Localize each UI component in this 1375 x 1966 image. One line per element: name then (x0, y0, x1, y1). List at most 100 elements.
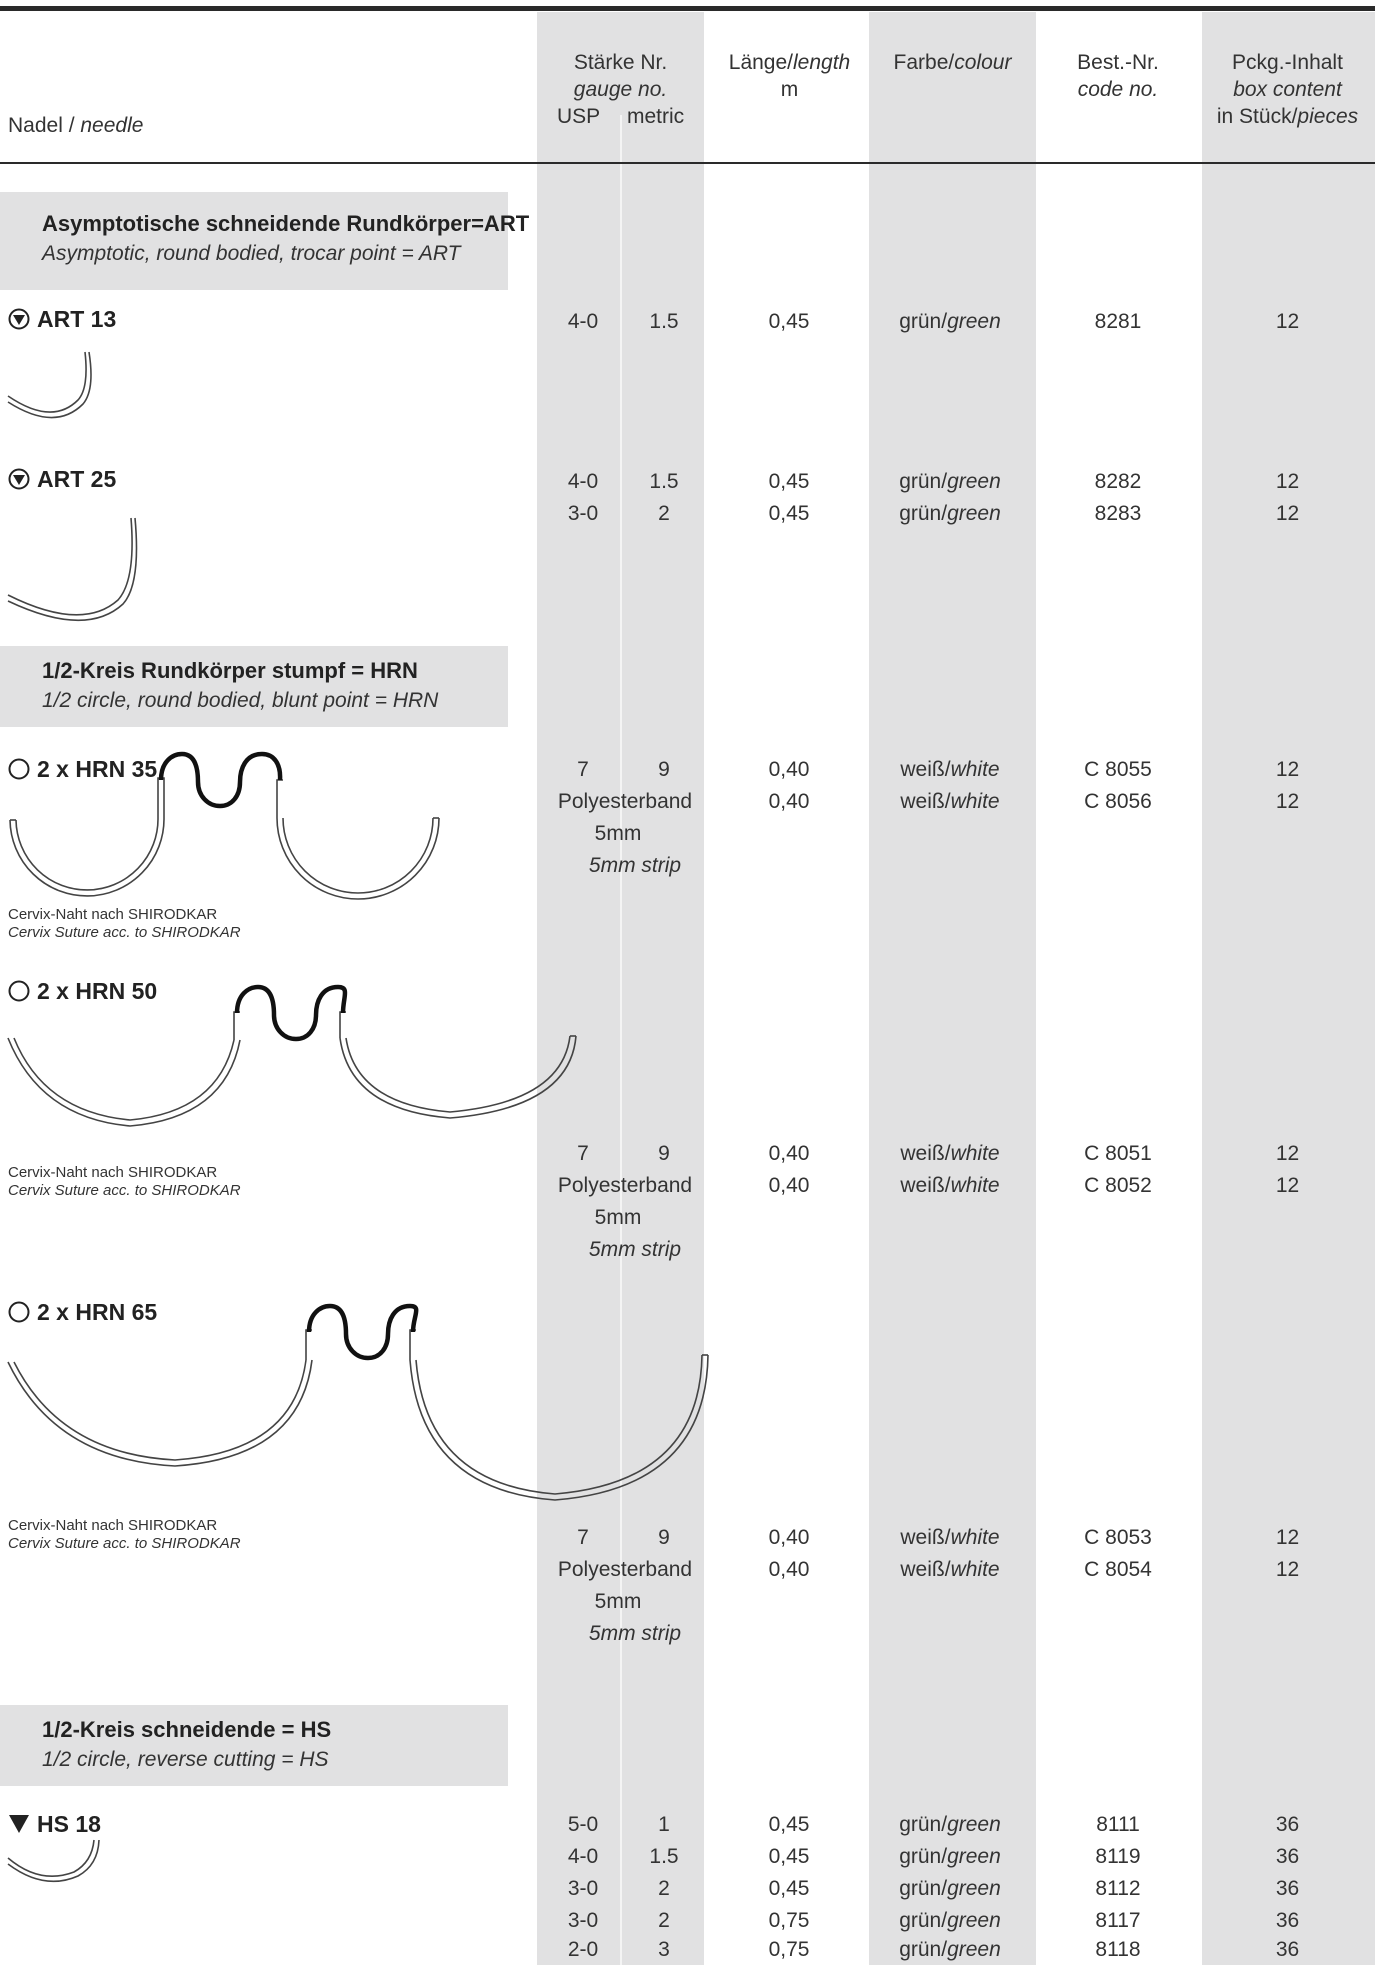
art25-code: 8283 (1094, 502, 1142, 525)
needle-column-header: Nadel / needle (8, 114, 144, 137)
hrn35-usp: 7 (577, 758, 589, 781)
hs18-code: 8119 (1095, 1845, 1141, 1868)
needle-title-art25: ART 25 (8, 466, 116, 493)
hrn35-code: C 8055 (1084, 758, 1152, 781)
circle-icon (8, 1301, 30, 1323)
art13-pieces: 12 (1275, 310, 1300, 333)
hs18-length: 0,75 (768, 1938, 810, 1961)
hs18-pieces: 36 (1275, 1845, 1300, 1868)
section-box-art (0, 192, 508, 290)
hrn35-pieces: 12 (1275, 758, 1300, 781)
hrn50-polyester: Polyesterband 5mm 5mm strip (557, 1174, 693, 1261)
hrn65-code: C 8053 (1084, 1526, 1152, 1549)
art13-metric: 1.5 (649, 310, 679, 333)
hs18-colour: grün/green (899, 1909, 1001, 1932)
art25-length: 0,45 (768, 470, 810, 493)
hs18-code: 8118 (1095, 1938, 1141, 1961)
hrn50-length: 0,40 (768, 1142, 810, 1165)
hrn50-pieces: 12 (1275, 1142, 1300, 1165)
hrn65-metric: 9 (658, 1526, 670, 1549)
hrn50-length: 0,40 (768, 1174, 810, 1197)
needle-title-hrn50: 2 x HRN 50 (8, 978, 157, 1005)
note-hrn50: Cervix-Naht nach SHIRODKAR (8, 1164, 218, 1181)
hrn65-length: 0,40 (768, 1526, 810, 1549)
section-subtitle-hs: 1/2 circle, reverse cutting = HS (42, 1748, 329, 1771)
art13-usp: 4-0 (567, 310, 599, 333)
hs18-code: 8112 (1095, 1877, 1141, 1900)
section-box-hs (0, 1705, 508, 1786)
gauge-column-header: Stärke Nr. gauge no. USP metric (557, 51, 685, 128)
hrn65-usp: 7 (577, 1526, 589, 1549)
hrn35-length: 0,40 (768, 790, 810, 813)
hs18-metric: 1 (658, 1813, 670, 1836)
section-subtitle-hrn: 1/2 circle, round bodied, blunt point = … (42, 689, 439, 712)
section-subtitle-art: Asymptotic, round bodied, trocar point =… (42, 242, 461, 265)
hs18-code: 8117 (1095, 1909, 1141, 1932)
note-en-hrn35: Cervix Suture acc. to SHIRODKAR (8, 924, 241, 941)
art25-length: 0,45 (768, 502, 810, 525)
hs18-colour: grün/green (899, 1938, 1001, 1961)
header-rule (0, 162, 1375, 164)
needle-title-art13: ART 13 (8, 306, 116, 333)
art25-colour: grün/green (899, 470, 1001, 493)
colour-column-band (869, 12, 1036, 1965)
hs18-metric: 1.5 (649, 1845, 679, 1868)
art13-colour: grün/green (899, 310, 1001, 333)
box-content-column-header: Pckg.-Inhalt box content in Stück/pieces (1216, 51, 1359, 128)
hs18-length: 0,45 (768, 1877, 810, 1900)
needle-title-hs18: HS 18 (8, 1811, 101, 1838)
needle-drawing-hrn35 (9, 777, 440, 900)
hs18-length: 0,75 (768, 1909, 810, 1932)
note-en-hrn65: Cervix Suture acc. to SHIRODKAR (8, 1535, 241, 1552)
hrn65-colour: weiß/white (900, 1526, 1000, 1549)
hrn50-colour: weiß/white (900, 1142, 1000, 1165)
needle-title-hrn35: 2 x HRN 35 (8, 756, 157, 783)
art25-usp: 3-0 (567, 502, 599, 525)
art25-pieces: 12 (1275, 502, 1300, 525)
hrn35-polyester: Polyesterband 5mm 5mm strip (557, 790, 693, 877)
note-hrn65: Cervix-Naht nach SHIRODKAR (8, 1517, 218, 1534)
hs18-length: 0,45 (768, 1813, 810, 1836)
code-column-header: Best.-Nr. code no. (1077, 51, 1159, 101)
hs18-pieces: 36 (1275, 1909, 1300, 1932)
colour-column-header: Farbe/colour (893, 51, 1012, 74)
note-en-hrn50: Cervix Suture acc. to SHIRODKAR (8, 1182, 241, 1199)
hrn65-colour: weiß/white (900, 1558, 1000, 1581)
hrn35-colour: weiß/white (900, 758, 1000, 781)
needle-drawing-art13 (7, 351, 92, 419)
hrn35-colour: weiß/white (900, 790, 1000, 813)
top-rule (0, 6, 1375, 11)
hrn35-length: 0,40 (768, 758, 810, 781)
section-title-hrn: 1/2-Kreis Rundkörper stumpf = HRN (42, 658, 418, 683)
art25-metric: 1.5 (649, 470, 679, 493)
hs18-colour: grün/green (899, 1877, 1001, 1900)
note-hrn35: Cervix-Naht nach SHIRODKAR (8, 906, 218, 923)
hs18-usp: 2-0 (567, 1938, 599, 1961)
hrn50-colour: weiß/white (900, 1174, 1000, 1197)
art25-code: 8282 (1094, 470, 1142, 493)
hs18-metric: 3 (658, 1938, 670, 1961)
circle-triangle-icon (8, 468, 30, 490)
usp-metric-divider (620, 115, 622, 1965)
hs18-length: 0,45 (768, 1845, 810, 1868)
hs18-pieces: 36 (1275, 1877, 1300, 1900)
hs18-colour: grün/green (899, 1813, 1001, 1836)
hrn65-pieces: 12 (1275, 1526, 1300, 1549)
hs18-metric: 2 (658, 1877, 670, 1900)
hrn50-code: C 8052 (1084, 1174, 1152, 1197)
hs18-code: 8111 (1096, 1813, 1140, 1836)
hrn35-code: C 8056 (1084, 790, 1152, 813)
hs18-colour: grün/green (899, 1845, 1001, 1868)
hrn65-code: C 8054 (1084, 1558, 1152, 1581)
triangle-down-icon (9, 1815, 29, 1833)
art25-metric: 2 (658, 502, 670, 525)
hs18-usp: 3-0 (567, 1909, 599, 1932)
art25-usp: 4-0 (567, 470, 599, 493)
hrn50-code: C 8051 (1084, 1142, 1152, 1165)
hrn65-polyester: Polyesterband 5mm 5mm strip (557, 1558, 693, 1645)
section-title-art: Asymptotische schneidende Rundkörper=ART (42, 211, 530, 236)
hrn50-pieces: 12 (1275, 1174, 1300, 1197)
hrn50-metric: 9 (658, 1142, 670, 1165)
box-content-column-band (1202, 12, 1375, 1965)
art25-colour: grün/green (899, 502, 1001, 525)
